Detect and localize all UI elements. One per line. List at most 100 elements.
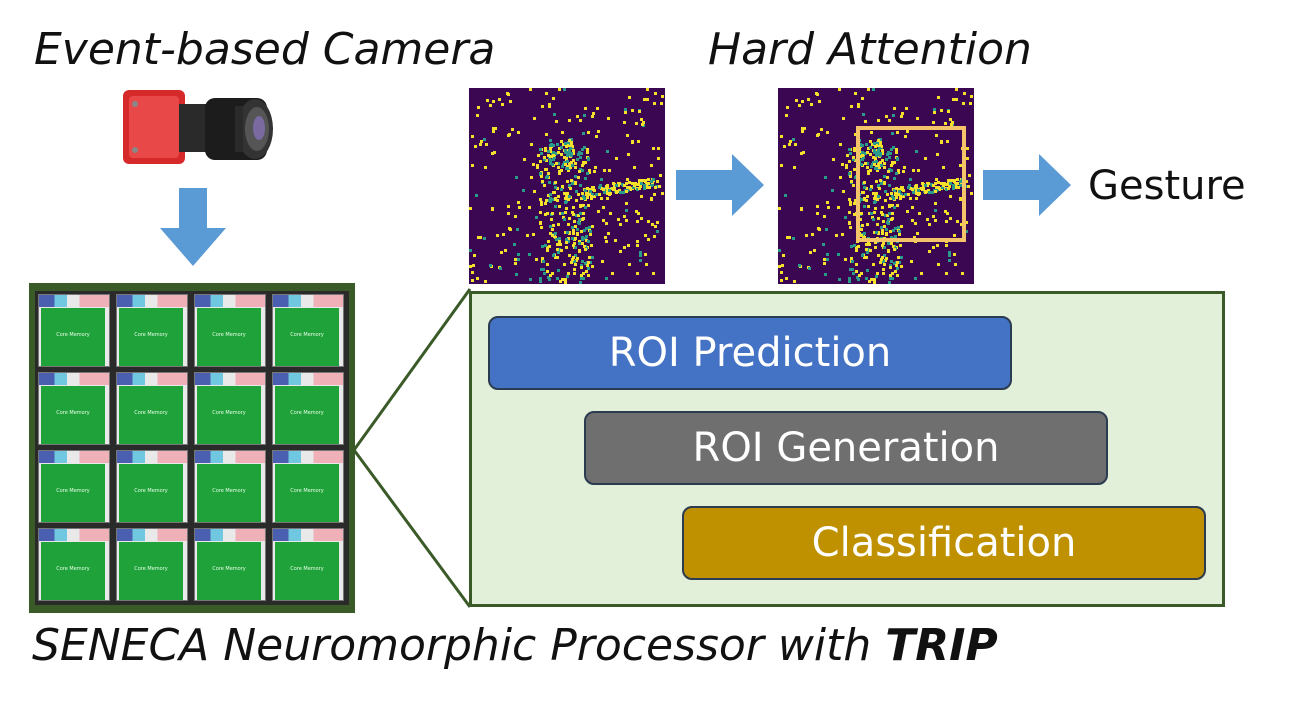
event-dot — [857, 103, 860, 106]
event-dot — [563, 192, 566, 195]
event-dot — [647, 182, 650, 185]
event-dot — [554, 256, 557, 259]
event-dot — [571, 226, 574, 229]
event-dot — [887, 250, 890, 253]
event-dot — [537, 154, 540, 157]
event-dot — [879, 161, 882, 164]
event-dot — [882, 242, 885, 245]
event-dot — [582, 272, 585, 275]
event-dot — [892, 229, 895, 232]
event-dot — [633, 166, 636, 169]
event-dot — [932, 215, 935, 218]
event-dot — [544, 168, 547, 171]
event-dot — [872, 218, 875, 221]
event-dot — [838, 88, 841, 91]
event-dot — [628, 96, 631, 99]
event-dot — [568, 254, 571, 257]
event-dot — [650, 184, 653, 187]
event-dot — [945, 183, 948, 186]
event-dot — [547, 276, 550, 279]
event-dot — [891, 212, 894, 215]
event-dot — [565, 167, 568, 170]
event-dot — [530, 176, 533, 179]
event-dot — [573, 268, 576, 271]
core-memory-label: Core Memory — [212, 410, 246, 416]
event-dot — [938, 187, 941, 190]
event-dot — [619, 250, 622, 253]
event-dot — [893, 262, 896, 265]
event-dot — [839, 143, 842, 146]
event-dot — [959, 184, 962, 187]
core-tile-header — [273, 451, 343, 463]
event-dot — [887, 218, 890, 221]
event-dot — [866, 162, 869, 165]
event-dot — [877, 195, 880, 198]
event-dot — [551, 228, 554, 231]
event-dot — [846, 154, 849, 157]
event-dot — [853, 168, 856, 171]
event-dot — [896, 274, 899, 277]
core-tile-header — [39, 451, 109, 463]
event-dot — [526, 234, 529, 237]
event-dot — [604, 236, 607, 239]
event-dot — [580, 277, 583, 280]
event-dot — [571, 182, 574, 185]
event-dot — [549, 148, 552, 151]
event-dot — [591, 265, 594, 268]
event-dot — [572, 206, 575, 209]
event-dot — [597, 210, 600, 213]
event-dot — [854, 159, 857, 162]
event-dot — [574, 181, 577, 184]
core-tile: Core Memory — [116, 528, 188, 601]
event-dot — [930, 191, 933, 194]
event-dot — [549, 162, 552, 165]
event-dot — [657, 147, 660, 150]
event-dot — [839, 176, 842, 179]
event-dot — [903, 166, 906, 169]
event-dot — [895, 264, 898, 267]
event-dot — [589, 190, 592, 193]
event-dot — [528, 206, 531, 209]
event-dot — [578, 151, 581, 154]
event-dot — [803, 127, 806, 130]
event-dot — [911, 188, 914, 191]
event-dot — [932, 184, 935, 187]
event-dot — [619, 223, 622, 226]
event-dot — [890, 148, 893, 151]
event-dot — [549, 225, 552, 228]
event-dot — [918, 192, 921, 195]
event-dot — [800, 152, 803, 155]
event-dot — [614, 239, 617, 242]
event-dot — [581, 236, 584, 239]
event-dot — [557, 223, 560, 226]
event-dot — [552, 144, 555, 147]
event-dot — [872, 263, 875, 266]
event-dot — [571, 164, 574, 167]
right-arrow-icon — [676, 154, 764, 216]
event-dot — [851, 260, 854, 263]
event-dot — [587, 131, 590, 134]
event-dot — [494, 127, 497, 130]
event-dot — [549, 193, 552, 196]
event-dot — [517, 201, 520, 204]
event-dot — [881, 159, 884, 162]
event-dot — [869, 140, 872, 143]
event-dot — [951, 121, 954, 124]
core-tile-header — [39, 295, 109, 307]
event-dot — [848, 198, 851, 201]
event-dot — [888, 281, 891, 284]
event-dot — [850, 245, 853, 248]
event-dot — [611, 272, 614, 275]
stage-roi-prediction: ROI Prediction — [488, 316, 1012, 390]
event-dot — [884, 259, 887, 262]
event-dot — [870, 278, 873, 281]
event-dot — [515, 176, 518, 179]
event-dot — [826, 201, 829, 204]
event-dot — [643, 184, 646, 187]
event-dot — [545, 133, 548, 136]
event-dot — [874, 157, 877, 160]
event-dot — [966, 157, 969, 160]
event-dot — [562, 163, 565, 166]
event-dot — [558, 170, 561, 173]
event-dot — [906, 130, 909, 133]
